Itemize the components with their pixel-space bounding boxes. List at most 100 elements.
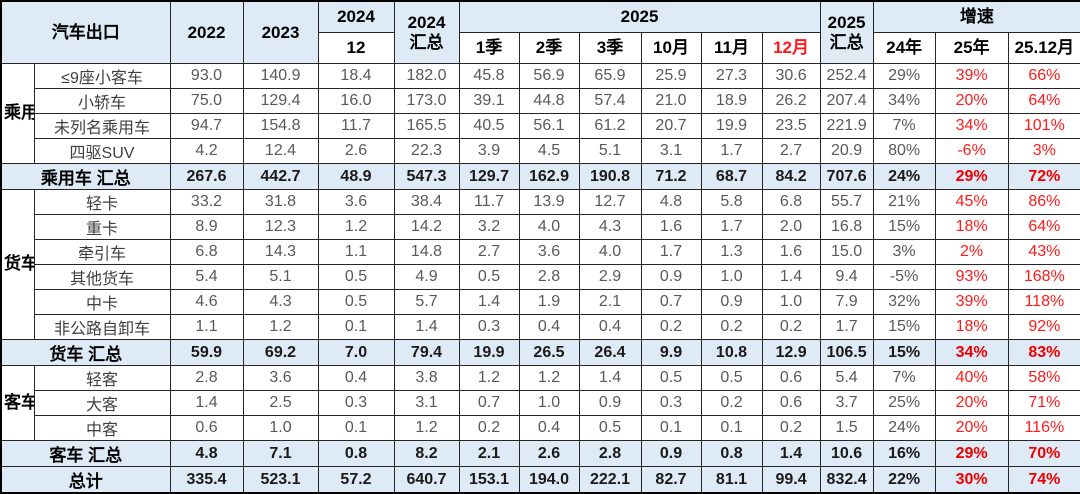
table-cell: 3.2 (458, 214, 520, 240)
table-cell: 0.2 (761, 415, 821, 441)
row-label: 轻卡 (33, 189, 171, 215)
table-cell: 7.0 (317, 339, 395, 366)
table-cell: 20% (934, 415, 1009, 441)
table-cell: 0.1 (317, 314, 395, 340)
table-cell: 12.3 (242, 214, 319, 240)
table-cell: 1.0 (700, 264, 763, 290)
table-cell: 190.8 (578, 163, 642, 190)
table-row: 客车轻客2.83.60.43.81.21.21.40.50.50.65.47%4… (0, 365, 1080, 441)
table-cell: 0.4 (578, 314, 642, 340)
table-cell: 1.1 (169, 314, 244, 340)
table-cell: 0.5 (317, 289, 395, 315)
col-header-growth-25: 25年 (934, 32, 1009, 64)
table-row: 牵引车 6.8 14.3 1.1 14.8 2.7 3.6 4.0 1.7 1.3 1.6 15.0 3… (1, 239, 1080, 265)
table-cell: 16% (872, 440, 936, 467)
table-row: 重卡 8.9 12.3 1.2 14.2 3.2 4.0 4.3 1.6 1.7 2.0 16.8 15… (1, 214, 1080, 240)
table-cell: 140.9 (242, 63, 319, 89)
table-cell: 64% (1007, 88, 1080, 114)
table-cell: 11.7 (458, 189, 520, 215)
table-cell: 84.2 (761, 163, 821, 190)
table-cell: 1.6 (761, 239, 821, 265)
table-cell: 1.4 (169, 390, 244, 416)
table-cell: 3.6 (317, 189, 395, 215)
col-header-2024-12: 12 (317, 32, 395, 64)
table-cell: 0.9 (700, 289, 763, 315)
row-label: 货车 汇总 (0, 339, 171, 366)
col-header-2022: 2022 (169, 0, 244, 64)
table-cell: 39.1 (458, 88, 520, 114)
table-cell: 1.7 (700, 214, 763, 240)
table-cell: 57.2 (317, 466, 395, 494)
table-cell: 7% (872, 365, 936, 391)
row-label: 客车 汇总 (0, 440, 171, 467)
table-cell: 101% (1007, 113, 1080, 139)
table-cell: 2.6 (317, 138, 395, 164)
table-cell: 22% (872, 466, 936, 494)
table-cell: 34% (872, 88, 936, 114)
table-cell: -5% (872, 264, 936, 290)
table-cell: 2.7 (458, 239, 520, 265)
table-cell: 25% (872, 390, 936, 416)
table-cell: 69.2 (242, 339, 319, 366)
table-cell: 4.0 (518, 214, 580, 240)
col-header-2024-total: 2024 汇总 (393, 0, 460, 64)
table-cell: 26.5 (518, 339, 580, 366)
table-cell: 640.7 (393, 466, 460, 494)
table-cell: -6% (934, 138, 1009, 164)
table-cell: 71.2 (640, 163, 702, 190)
table-cell: 0.3 (640, 390, 702, 416)
row-label: 小轿车 (33, 88, 171, 114)
table-cell: 31.8 (242, 189, 319, 215)
table-row: 货车轻卡33.231.83.638.411.713.912.74.85.86.8… (0, 189, 1080, 340)
table-cell: 32% (872, 289, 936, 315)
table-cell: 15% (872, 339, 936, 366)
table-cell: 129.7 (458, 163, 520, 190)
table-cell: 335.4 (169, 466, 244, 494)
row-label: 轻客 (33, 365, 171, 391)
table-cell: 3.1 (640, 138, 702, 164)
table-cell: 0.1 (700, 415, 763, 441)
col-header-oct: 10月 (640, 32, 702, 64)
table-cell: 2.6 (518, 440, 580, 467)
table-cell: 1.2 (458, 365, 520, 391)
row-label: 中卡 (33, 289, 171, 315)
table-cell: 21.0 (640, 88, 702, 114)
table-cell: 0.4 (317, 365, 395, 391)
table-cell: 173.0 (393, 88, 460, 114)
table-cell: 16.0 (317, 88, 395, 114)
col-header-growth-24: 24年 (872, 32, 936, 64)
table-cell: 14.8 (393, 239, 460, 265)
row-label: ≤9座小客车 (33, 63, 171, 89)
table-cell: 30.6 (761, 63, 821, 89)
table-cell: 65.9 (578, 63, 642, 89)
summary-row: 乘用车 汇总 267.6 442.7 48.9 547.3 129.7 162.9 190.8… (0, 163, 1080, 190)
table-cell: 70% (1007, 440, 1080, 467)
table-cell: 0.4 (518, 314, 580, 340)
table-cell: 19.9 (458, 339, 520, 366)
table-cell: 707.6 (819, 163, 874, 190)
col-header-growth-2512: 25.12月 (1007, 32, 1080, 64)
table-cell: 19.9 (700, 113, 763, 139)
table-row: 其他货车 5.4 5.1 0.5 4.9 0.5 2.8 2.9 0.9 1.0 1.4 9.4 -5%… (1, 264, 1080, 290)
table-cell: 26.4 (578, 339, 642, 366)
table-cell: 38.4 (393, 189, 460, 215)
table-cell: 20.9 (819, 138, 874, 164)
table-cell: 72% (1007, 163, 1080, 190)
table-cell: 10.6 (819, 440, 874, 467)
group-label: 货车 (0, 189, 35, 340)
table-cell: 165.5 (393, 113, 460, 139)
table-cell: 0.3 (317, 390, 395, 416)
table-cell: 832.4 (819, 466, 874, 494)
table-cell: 1.4 (393, 314, 460, 340)
table-cell: 40.5 (458, 113, 520, 139)
table-cell: 0.5 (317, 264, 395, 290)
table-cell: 8.9 (169, 214, 244, 240)
col-header-q1: 1季 (458, 32, 520, 64)
table-cell: 2.1 (578, 289, 642, 315)
table-cell: 0.2 (640, 314, 702, 340)
table-cell: 5.7 (393, 289, 460, 315)
table-cell: 25.9 (640, 63, 702, 89)
table-cell: 68.7 (700, 163, 763, 190)
table-cell: 1.2 (317, 214, 395, 240)
